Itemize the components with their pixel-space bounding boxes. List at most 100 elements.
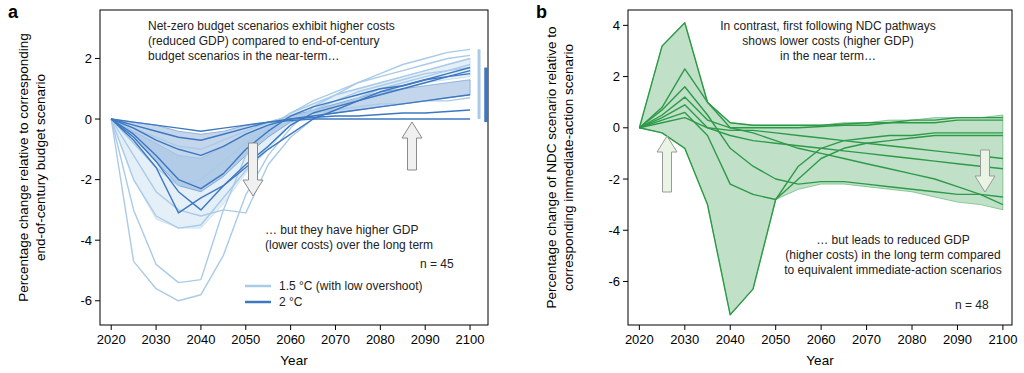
arrow bbox=[975, 150, 995, 192]
y-tick-label: 2 bbox=[85, 51, 92, 66]
x-tick-label: 2090 bbox=[943, 332, 972, 347]
frame bbox=[628, 10, 1012, 325]
x-tick-label: 2050 bbox=[761, 332, 790, 347]
range-band bbox=[111, 59, 470, 229]
y-tick bbox=[623, 127, 628, 128]
y-tick-label: -4 bbox=[608, 223, 620, 238]
y-axis-label: end-of-century budget scenario bbox=[33, 74, 48, 261]
x-tick bbox=[866, 325, 867, 330]
y-tick bbox=[623, 179, 628, 180]
scenario-line bbox=[639, 87, 1003, 197]
arrow bbox=[243, 143, 263, 196]
annotation: shows lower costs (higher GDP) bbox=[742, 34, 913, 48]
x-tick-label: 2060 bbox=[276, 332, 305, 347]
figure: 202020302040205020602070208020902100-6-4… bbox=[0, 0, 1024, 373]
y-tick bbox=[623, 76, 628, 77]
annotation: to equivalent immediate-action scenarios bbox=[784, 263, 1001, 277]
x-tick bbox=[335, 325, 336, 330]
y-tick-label: -6 bbox=[608, 274, 620, 289]
panel-label: b bbox=[536, 2, 547, 22]
x-axis-label: Year bbox=[280, 353, 308, 368]
legend-label: 2 °C bbox=[279, 295, 303, 309]
y-tick-label: -6 bbox=[80, 293, 92, 308]
y-tick bbox=[95, 300, 100, 301]
x-tick-label: 2080 bbox=[898, 332, 927, 347]
annotation: … but leads to reduced GDP bbox=[816, 233, 969, 247]
y-tick-label: 0 bbox=[613, 120, 620, 135]
y-tick bbox=[623, 230, 628, 231]
annotation: (lower costs) over the long term bbox=[265, 238, 433, 252]
scenario-line bbox=[111, 59, 470, 186]
scenario-line bbox=[111, 68, 470, 229]
x-tick bbox=[245, 325, 246, 330]
annotation: (reduced GDP) compared to end-of-century bbox=[148, 34, 379, 48]
y-tick-label: -2 bbox=[608, 172, 620, 187]
x-tick bbox=[684, 325, 685, 330]
x-tick-label: 2020 bbox=[625, 332, 654, 347]
x-tick bbox=[912, 325, 913, 330]
arrow bbox=[402, 122, 422, 170]
x-tick bbox=[730, 325, 731, 330]
x-tick-label: 2030 bbox=[670, 332, 699, 347]
scenario-line bbox=[111, 68, 470, 210]
x-tick bbox=[821, 325, 822, 330]
range-bar bbox=[484, 68, 487, 123]
y-tick bbox=[623, 281, 628, 282]
x-tick-label: 2080 bbox=[366, 332, 395, 347]
annotation: … but they have higher GDP bbox=[265, 223, 418, 237]
x-tick bbox=[639, 325, 640, 330]
x-tick-label: 2070 bbox=[852, 332, 881, 347]
scenario-line bbox=[639, 112, 1003, 199]
y-tick bbox=[95, 240, 100, 241]
annotation: budget scenarios in the near-term… bbox=[148, 49, 339, 63]
y-tick bbox=[95, 58, 100, 59]
annotation: n = 48 bbox=[955, 298, 989, 312]
x-tick-label: 2100 bbox=[456, 332, 485, 347]
x-tick-label: 2050 bbox=[231, 332, 260, 347]
annotation: n = 45 bbox=[420, 257, 454, 271]
panel-b: 2020 2030 2040 2050 2060 2070 2080 2090 2100 -6 -4… bbox=[536, 2, 1017, 368]
y-tick bbox=[95, 179, 100, 180]
scenario-line bbox=[639, 97, 1003, 128]
x-tick bbox=[200, 325, 201, 330]
plot-area bbox=[111, 49, 487, 300]
scenario-line bbox=[111, 71, 470, 213]
x-tick-label: 2040 bbox=[186, 332, 215, 347]
annotation: In contrast, first following NDC pathway… bbox=[720, 19, 935, 33]
y-axis-label: Percentage change relative to correspond… bbox=[16, 33, 31, 302]
scenario-line bbox=[111, 55, 470, 282]
x-tick-label: 2020 bbox=[97, 332, 126, 347]
y-axis-label: corresponding immediate-action scenario bbox=[561, 44, 576, 291]
arrow bbox=[657, 136, 677, 192]
legend-swatch bbox=[245, 301, 271, 304]
plot-area bbox=[639, 23, 1003, 315]
scenario-line bbox=[639, 128, 1003, 315]
y-tick bbox=[95, 119, 100, 120]
panel-label: a bbox=[8, 2, 19, 22]
x-tick bbox=[380, 325, 381, 330]
y-tick-label: 0 bbox=[85, 112, 92, 127]
y-axis-label: Percentage change of NDC scenario relati… bbox=[544, 26, 559, 308]
annotation: in the near term… bbox=[780, 49, 876, 63]
panel-a: 202020302040205020602070208020902100-6-4… bbox=[8, 2, 488, 368]
frame bbox=[100, 10, 488, 325]
scenario-line bbox=[111, 49, 470, 300]
y-tick-label: 4 bbox=[613, 18, 620, 33]
x-tick-label: 2100 bbox=[988, 332, 1017, 347]
annotation: Net-zero budget scenarios exhibit higher… bbox=[148, 19, 395, 33]
scenario-line bbox=[639, 118, 1003, 159]
x-tick-label: 2060 bbox=[807, 332, 836, 347]
x-tick bbox=[470, 325, 471, 330]
x-axis-label: Year bbox=[806, 353, 834, 368]
x-tick-label: 2070 bbox=[321, 332, 350, 347]
x-tick-label: 2030 bbox=[142, 332, 171, 347]
annotation: (higher costs) in the long term compared bbox=[785, 248, 1000, 262]
scenario-line bbox=[639, 23, 1003, 205]
y-tick bbox=[623, 25, 628, 26]
range-bar bbox=[478, 49, 481, 119]
x-tick-label: 2040 bbox=[716, 332, 745, 347]
y-tick-label: -2 bbox=[80, 172, 92, 187]
scenario-line bbox=[111, 65, 470, 217]
x-tick bbox=[1002, 325, 1003, 330]
x-tick bbox=[425, 325, 426, 330]
